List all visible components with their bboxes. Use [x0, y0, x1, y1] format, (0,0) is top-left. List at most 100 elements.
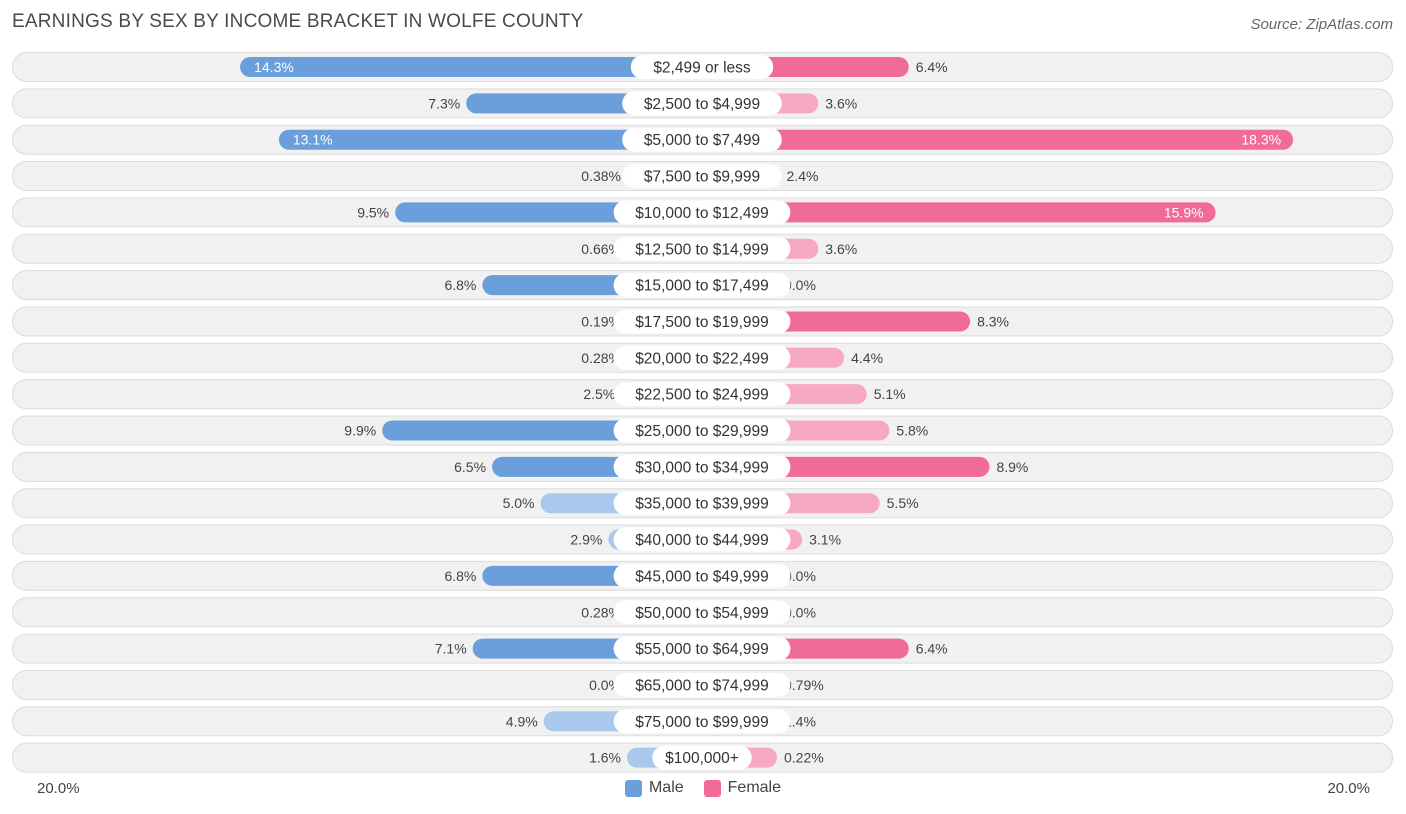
legend-label-female: Female: [727, 779, 782, 796]
category-pill: [622, 127, 782, 152]
female-value-label: 8.3%: [977, 313, 1009, 329]
male-value-label: 4.9%: [506, 713, 538, 729]
male-value-label: 5.0%: [503, 495, 535, 511]
category-pill: [622, 164, 782, 189]
bar-row: 4.9% 1.4% $75,000 to $99,999: [12, 706, 1393, 737]
bar-row: 7.3% 3.6% $2,500 to $4,999: [12, 88, 1393, 119]
category-pill: [613, 709, 791, 734]
female-value-label: 0.79%: [784, 677, 824, 693]
male-bar: [278, 129, 702, 150]
female-value-label: 3.1%: [809, 532, 841, 548]
bar-row: 14.3% 6.4% $2,499 or less: [12, 52, 1393, 82]
bar-row: 0.28% 0.0% $50,000 to $54,999: [12, 597, 1393, 628]
male-value-label: 13.1%: [293, 132, 333, 148]
female-value-label: 2.4%: [787, 168, 819, 184]
axis-left-label: 20.0%: [37, 780, 80, 797]
chart-title: EARNINGS BY SEX BY INCOME BRACKET IN WOL…: [12, 11, 584, 32]
male-value-label: 0.0%: [589, 677, 621, 693]
category-pill: [613, 345, 791, 370]
bar-row: 5.0% 5.5% $35,000 to $39,999: [12, 488, 1393, 519]
male-value-label: 0.38%: [581, 168, 621, 184]
category-pill: [613, 273, 791, 298]
female-value-label: 4.4%: [851, 350, 883, 366]
legend-label-male: Male: [648, 779, 684, 796]
female-value-label: 0.0%: [784, 568, 816, 584]
category-label: $25,000 to $29,999: [635, 423, 769, 440]
category-label: $100,000+: [665, 750, 739, 767]
category-pill: [613, 200, 791, 225]
male-value-label: 9.9%: [344, 423, 376, 439]
legend: Male Female: [0, 779, 1406, 797]
bar-row: 9.9% 5.8% $25,000 to $29,999: [12, 415, 1393, 446]
male-value-label: 1.6%: [589, 750, 621, 766]
category-label: $12,500 to $14,999: [635, 241, 769, 258]
category-label: $55,000 to $64,999: [635, 641, 769, 658]
bar-row: 0.0% 0.79% $65,000 to $74,999: [12, 669, 1393, 700]
bar-row: 13.1% 18.3% $5,000 to $7,499: [12, 124, 1393, 155]
category-label: $7,500 to $9,999: [644, 169, 760, 186]
female-value-label: 0.0%: [784, 277, 816, 293]
female-bar: [702, 129, 1294, 150]
category-pill: [613, 236, 791, 261]
category-label: $22,500 to $24,999: [635, 387, 769, 404]
male-value-label: 6.8%: [444, 568, 476, 584]
male-bar: [240, 57, 703, 77]
bar-row: 0.28% 4.4% $20,000 to $22,499: [12, 342, 1393, 373]
male-value-label: 0.28%: [581, 604, 621, 620]
male-value-label: 2.5%: [583, 386, 615, 402]
female-value-label: 18.3%: [1241, 132, 1281, 148]
category-label: $65,000 to $74,999: [635, 677, 769, 694]
male-value-label: 7.3%: [428, 95, 460, 111]
male-value-label: 6.8%: [444, 277, 476, 293]
female-value-label: 3.6%: [825, 241, 857, 257]
bar-row: 6.8% 0.0% $15,000 to $17,499: [12, 270, 1393, 301]
male-value-label: 2.9%: [570, 532, 602, 548]
legend-swatch-female: [703, 779, 721, 797]
category-pill: [613, 382, 791, 407]
legend-item-female[interactable]: Female: [703, 779, 782, 797]
category-label: $2,499 or less: [653, 60, 751, 77]
category-label: $75,000 to $99,999: [635, 714, 769, 731]
axis-right-label: 20.0%: [1327, 780, 1370, 797]
bar-row: 2.9% 3.1% $40,000 to $44,999: [12, 524, 1393, 555]
bar-row: 9.5% 15.9% $10,000 to $12,499: [12, 197, 1393, 228]
category-label: $17,500 to $19,999: [635, 314, 769, 331]
female-bar: [702, 202, 1216, 223]
male-value-label: 0.66%: [581, 241, 621, 257]
bar-row: 2.5% 5.1% $22,500 to $24,999: [12, 379, 1393, 410]
category-pill: [630, 55, 774, 79]
bar-row: 0.19% 8.3% $17,500 to $19,999: [12, 306, 1393, 337]
male-value-label: 0.19%: [581, 313, 621, 329]
category-label: $45,000 to $49,999: [635, 568, 769, 585]
category-pill: [652, 745, 752, 770]
category-label: $30,000 to $34,999: [635, 459, 769, 476]
female-value-label: 8.9%: [996, 459, 1028, 475]
female-value-label: 0.22%: [784, 750, 824, 766]
source-label: Source: ZipAtlas.com: [1250, 16, 1393, 33]
male-value-label: 9.5%: [357, 204, 389, 220]
bar-row: 1.6% 0.22% $100,000+: [12, 742, 1393, 773]
category-label: $5,000 to $7,499: [644, 132, 760, 149]
category-pill: [613, 309, 791, 334]
male-value-label: 7.1%: [435, 641, 467, 657]
female-value-label: 1.4%: [784, 713, 816, 729]
bar-row: 0.38% 2.4% $7,500 to $9,999: [12, 161, 1393, 192]
category-pill: [613, 672, 791, 697]
bar-row: 0.66% 3.6% $12,500 to $14,999: [12, 233, 1393, 264]
category-label: $15,000 to $17,499: [635, 278, 769, 295]
female-value-label: 3.6%: [825, 95, 857, 111]
male-value-label: 6.5%: [454, 459, 486, 475]
category-label: $35,000 to $39,999: [635, 496, 769, 513]
female-value-label: 6.4%: [916, 59, 948, 75]
female-value-label: 15.9%: [1164, 204, 1204, 220]
category-pill: [613, 454, 791, 479]
bar-row: 6.8% 0.0% $45,000 to $49,999: [12, 560, 1393, 591]
legend-item-male[interactable]: Male: [624, 779, 684, 797]
category-pill: [613, 491, 791, 516]
legend-swatch-male: [624, 779, 642, 797]
category-pill: [613, 563, 791, 588]
male-value-label: 14.3%: [254, 59, 294, 75]
category-label: $2,500 to $4,999: [644, 96, 760, 113]
category-label: $20,000 to $22,499: [635, 350, 769, 367]
